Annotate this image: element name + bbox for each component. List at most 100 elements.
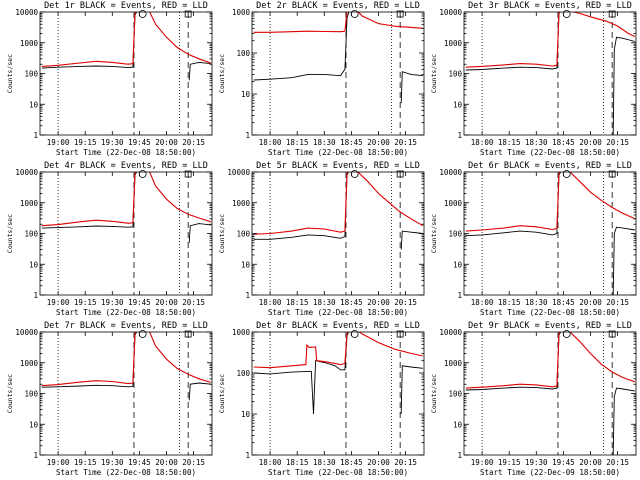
x-tick-label: 19:15 <box>74 458 97 467</box>
chart-title: Det 8r BLACK = Events, RED = LLD <box>256 321 420 331</box>
events-series-line <box>465 332 562 391</box>
x-tick-label: 18:15 <box>286 138 309 147</box>
x-tick-label: 18:15 <box>286 458 309 467</box>
events-series-line <box>41 172 138 229</box>
x-tick-label: 20:00 <box>367 458 390 467</box>
y-axis-label: Counts/sec <box>6 54 14 93</box>
lld-series-line <box>465 172 561 232</box>
x-tick-label: 20:15 <box>394 138 417 147</box>
y-tick-label: 1000 <box>20 199 39 208</box>
start-marker-symbol <box>138 170 147 178</box>
start-marker-symbol <box>562 330 571 338</box>
x-tick-label: 18:15 <box>286 298 309 307</box>
events-series-line <box>188 382 211 401</box>
x-tick-label: 18:15 <box>498 298 521 307</box>
lld-series-line <box>357 172 424 227</box>
x-tick-label: 20:00 <box>367 298 390 307</box>
start-marker-symbol <box>138 10 147 18</box>
series-group <box>465 172 636 295</box>
end-marker-symbol <box>396 330 404 338</box>
chart-title: Det 5r BLACK = Events, RED = LLD <box>256 161 420 171</box>
x-tick-label: 20:15 <box>606 138 629 147</box>
start-marker-symbol <box>350 330 359 338</box>
y-tick-label: 1 <box>457 291 462 300</box>
series-group <box>253 332 424 415</box>
x-tick-label: 18:30 <box>525 298 548 307</box>
series-group <box>41 332 212 401</box>
x-axis-label: Start Time (22-Dec-08 18:50:00) <box>56 148 196 157</box>
y-tick-label: 100 <box>448 70 462 79</box>
chart-panel-7: Det 7r BLACK = Events, RED = LLD 19:00 19:… <box>6 321 213 477</box>
x-tick-label: 20:00 <box>579 298 602 307</box>
x-tick-label: 19:15 <box>74 138 97 147</box>
series-group <box>41 172 212 243</box>
x-tick-label: 19:30 <box>101 458 124 467</box>
y-tick-label: 100 <box>448 390 462 399</box>
x-tick-label: 20:15 <box>394 298 417 307</box>
plot-frame <box>39 171 213 296</box>
y-tick-label: 10 <box>29 420 39 429</box>
y-tick-label: 10 <box>453 260 463 269</box>
y-tick-label: 1000 <box>20 39 39 48</box>
y-tick-label: 10000 <box>227 168 250 177</box>
x-axis-label: Start Time (22-Dec-08 18:50:00) <box>480 148 620 157</box>
lld-series-line <box>465 332 561 389</box>
lld-series-line <box>41 332 137 387</box>
lld-series-line <box>149 12 212 64</box>
y-tick-label: 100 <box>448 230 462 239</box>
x-tick-label: 18:15 <box>498 138 521 147</box>
y-tick-label: 100 <box>236 369 250 378</box>
series-group <box>465 12 636 135</box>
chart-panel-5: Det 5r BLACK = Events, RED = LLD 18:00 18:… <box>218 161 425 317</box>
x-tick-label: 20:00 <box>367 138 390 147</box>
x-tick-label: 18:30 <box>525 138 548 147</box>
chart-title: Det 4r BLACK = Events, RED = LLD <box>44 161 208 171</box>
x-tick-label: 18:00 <box>471 298 494 307</box>
y-tick-label: 10 <box>29 100 39 109</box>
end-marker-symbol <box>184 330 192 338</box>
y-tick-label: 1 <box>33 451 38 460</box>
y-axis-label: Counts/sec <box>218 54 226 93</box>
chart-title: Det 7r BLACK = Events, RED = LLD <box>44 321 208 331</box>
y-tick-label: 1000 <box>232 199 251 208</box>
y-tick-label: 1 <box>33 131 38 140</box>
y-tick-label: 100 <box>24 70 38 79</box>
x-tick-label: 20:00 <box>155 138 178 147</box>
x-tick-label: 18:45 <box>340 298 363 307</box>
y-axis-label: Counts/sec <box>218 374 226 413</box>
end-marker-symbol <box>396 10 404 18</box>
x-tick-label: 19:45 <box>128 458 151 467</box>
events-series-line <box>400 71 423 104</box>
y-tick-label: 1 <box>457 451 462 460</box>
series-group <box>41 12 212 81</box>
x-tick-label: 20:00 <box>579 138 602 147</box>
x-tick-label: 19:45 <box>128 138 151 147</box>
y-tick-label: 1000 <box>444 199 463 208</box>
x-axis-label: Start Time (22-Dec-08 18:50:00) <box>268 468 408 477</box>
events-series-line <box>188 223 211 243</box>
y-tick-label: 10000 <box>15 8 38 17</box>
y-axis-label: Counts/sec <box>6 214 14 253</box>
y-tick-label: 1000 <box>444 359 463 368</box>
y-tick-label: 10000 <box>439 328 462 337</box>
x-tick-label: 20:15 <box>606 298 629 307</box>
y-tick-label: 10 <box>453 420 463 429</box>
events-series-line <box>612 226 635 295</box>
x-axis-label: Start Time (22-Dec-08 18:50:00) <box>268 148 408 157</box>
lld-series-line <box>253 332 349 369</box>
x-tick-label: 19:30 <box>101 298 124 307</box>
x-tick-label: 18:45 <box>552 138 575 147</box>
x-axis-label: Start Time (22-Dec-08 18:50:00) <box>480 308 620 317</box>
x-tick-label: 20:15 <box>182 458 205 467</box>
x-tick-label: 18:00 <box>471 138 494 147</box>
y-tick-label: 100 <box>236 230 250 239</box>
chart-panel-2: Det 2r BLACK = Events, RED = LLD 18:00 18:… <box>218 1 425 157</box>
lld-series-line <box>569 332 636 383</box>
y-tick-label: 10 <box>453 100 463 109</box>
end-marker-symbol <box>396 170 404 178</box>
y-axis-label: Counts/sec <box>218 214 226 253</box>
x-tick-label: 20:00 <box>579 458 602 467</box>
x-axis-label: Start Time (22-Dec-08 18:50:00) <box>56 308 196 317</box>
x-tick-label: 18:30 <box>313 458 336 467</box>
